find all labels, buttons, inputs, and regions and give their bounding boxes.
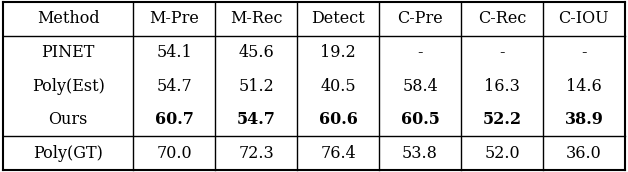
Text: Detect: Detect bbox=[311, 10, 365, 28]
Text: 38.9: 38.9 bbox=[565, 111, 604, 128]
Text: Method: Method bbox=[37, 10, 100, 28]
Text: 14.6: 14.6 bbox=[566, 78, 602, 94]
Text: Poly(GT): Poly(GT) bbox=[33, 144, 103, 162]
Text: 76.4: 76.4 bbox=[320, 144, 356, 162]
Text: 52.2: 52.2 bbox=[482, 111, 521, 128]
Text: M-Rec: M-Rec bbox=[230, 10, 283, 28]
Text: 70.0: 70.0 bbox=[156, 144, 192, 162]
Text: PINET: PINET bbox=[41, 44, 95, 61]
Text: 53.8: 53.8 bbox=[402, 144, 438, 162]
Text: 52.0: 52.0 bbox=[484, 144, 520, 162]
Text: 40.5: 40.5 bbox=[320, 78, 356, 94]
Text: -: - bbox=[418, 44, 423, 61]
Text: 19.2: 19.2 bbox=[320, 44, 356, 61]
Text: Poly(Est): Poly(Est) bbox=[32, 78, 105, 94]
Text: C-Rec: C-Rec bbox=[478, 10, 526, 28]
Text: 51.2: 51.2 bbox=[239, 78, 274, 94]
Text: -: - bbox=[499, 44, 505, 61]
Text: 60.6: 60.6 bbox=[318, 111, 357, 128]
Text: 60.5: 60.5 bbox=[401, 111, 440, 128]
Text: C-Pre: C-Pre bbox=[397, 10, 443, 28]
Text: 60.7: 60.7 bbox=[155, 111, 193, 128]
Text: 72.3: 72.3 bbox=[239, 144, 274, 162]
Text: 36.0: 36.0 bbox=[566, 144, 602, 162]
Text: 45.6: 45.6 bbox=[239, 44, 274, 61]
Text: 54.1: 54.1 bbox=[156, 44, 192, 61]
Text: 16.3: 16.3 bbox=[484, 78, 520, 94]
Text: 54.7: 54.7 bbox=[156, 78, 192, 94]
Text: Ours: Ours bbox=[48, 111, 88, 128]
Text: 58.4: 58.4 bbox=[402, 78, 438, 94]
Text: C-IOU: C-IOU bbox=[558, 10, 609, 28]
Text: 54.7: 54.7 bbox=[237, 111, 276, 128]
Text: M-Pre: M-Pre bbox=[149, 10, 199, 28]
Text: -: - bbox=[581, 44, 587, 61]
